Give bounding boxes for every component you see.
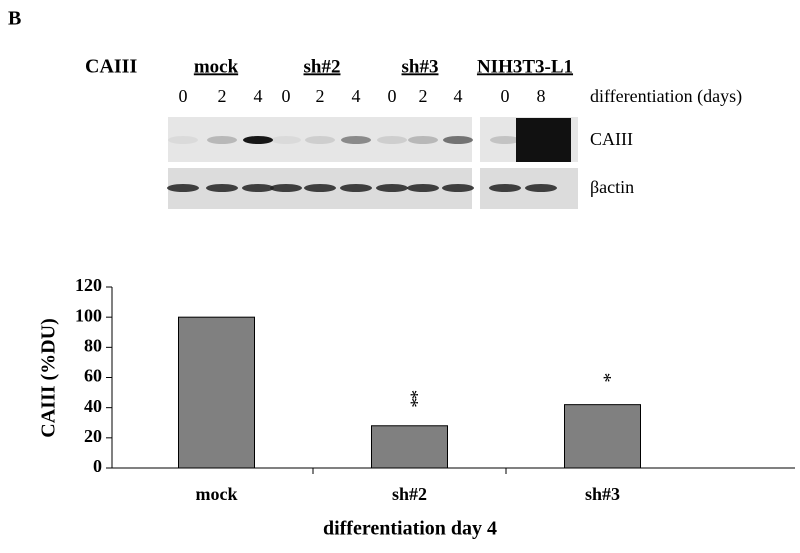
lane-label: 2	[316, 86, 325, 106]
lane-label: 2	[419, 86, 428, 106]
y-tick-label: 40	[84, 396, 102, 416]
significance-mark: **	[400, 390, 422, 408]
lane-label: 4	[352, 86, 361, 106]
blot-band	[442, 184, 474, 192]
y-tick-label: 0	[93, 456, 102, 476]
x-tick-label: sh#2	[392, 484, 427, 504]
blot-band	[242, 184, 274, 192]
group-label: NIH3T3-L1	[477, 56, 573, 77]
y-tick-label: 20	[84, 426, 102, 446]
blot-band	[270, 184, 302, 192]
blot-band	[243, 136, 273, 144]
y-axis-label: CAIII (%DU)	[38, 318, 60, 437]
x-tick-label: mock	[196, 484, 238, 504]
lane-label: 8	[537, 86, 546, 106]
blot-band	[490, 136, 520, 144]
lane-label: 4	[454, 86, 463, 106]
blot-band	[443, 136, 473, 144]
blot-title: CAIII	[85, 56, 137, 78]
blot-band	[407, 184, 439, 192]
lane-label: 4	[254, 86, 263, 106]
blot-band	[305, 136, 335, 144]
y-tick-label: 120	[75, 275, 102, 295]
lane-label: 2	[218, 86, 227, 106]
row-label: CAIII	[590, 129, 633, 149]
blot-band	[489, 184, 521, 192]
group-label: mock	[194, 56, 239, 77]
lane-axis-label: differentiation (days)	[590, 86, 742, 107]
x-axis-label: differentiation day 4	[323, 518, 497, 540]
x-tick-label: sh#3	[585, 484, 620, 504]
blot-band	[408, 136, 438, 144]
y-tick-label: 60	[84, 366, 102, 386]
group-label: sh#3	[402, 56, 439, 77]
blot-band	[271, 136, 301, 144]
row-label: βactin	[590, 177, 634, 197]
blot-band	[340, 184, 372, 192]
bar	[564, 404, 641, 469]
blot-band	[207, 136, 237, 144]
blot-band	[341, 136, 371, 144]
blot-band	[167, 184, 199, 192]
bar	[371, 425, 448, 469]
blot-band	[304, 184, 336, 192]
blot-band	[168, 136, 198, 144]
lane-label: 0	[179, 86, 188, 106]
lane-label: 0	[501, 86, 510, 106]
blot-band	[206, 184, 238, 192]
blot-band	[376, 184, 408, 192]
blot-band	[516, 118, 571, 162]
lane-label: 0	[388, 86, 397, 106]
lane-label: 0	[282, 86, 291, 106]
blot-panel	[168, 117, 472, 162]
significance-mark: *	[593, 373, 615, 383]
panel-label: B	[8, 8, 21, 30]
y-tick-label: 80	[84, 335, 102, 355]
blot-band	[525, 184, 557, 192]
bar	[178, 316, 255, 469]
group-label: sh#2	[304, 56, 341, 77]
y-tick-label: 100	[75, 305, 102, 325]
blot-band	[377, 136, 407, 144]
